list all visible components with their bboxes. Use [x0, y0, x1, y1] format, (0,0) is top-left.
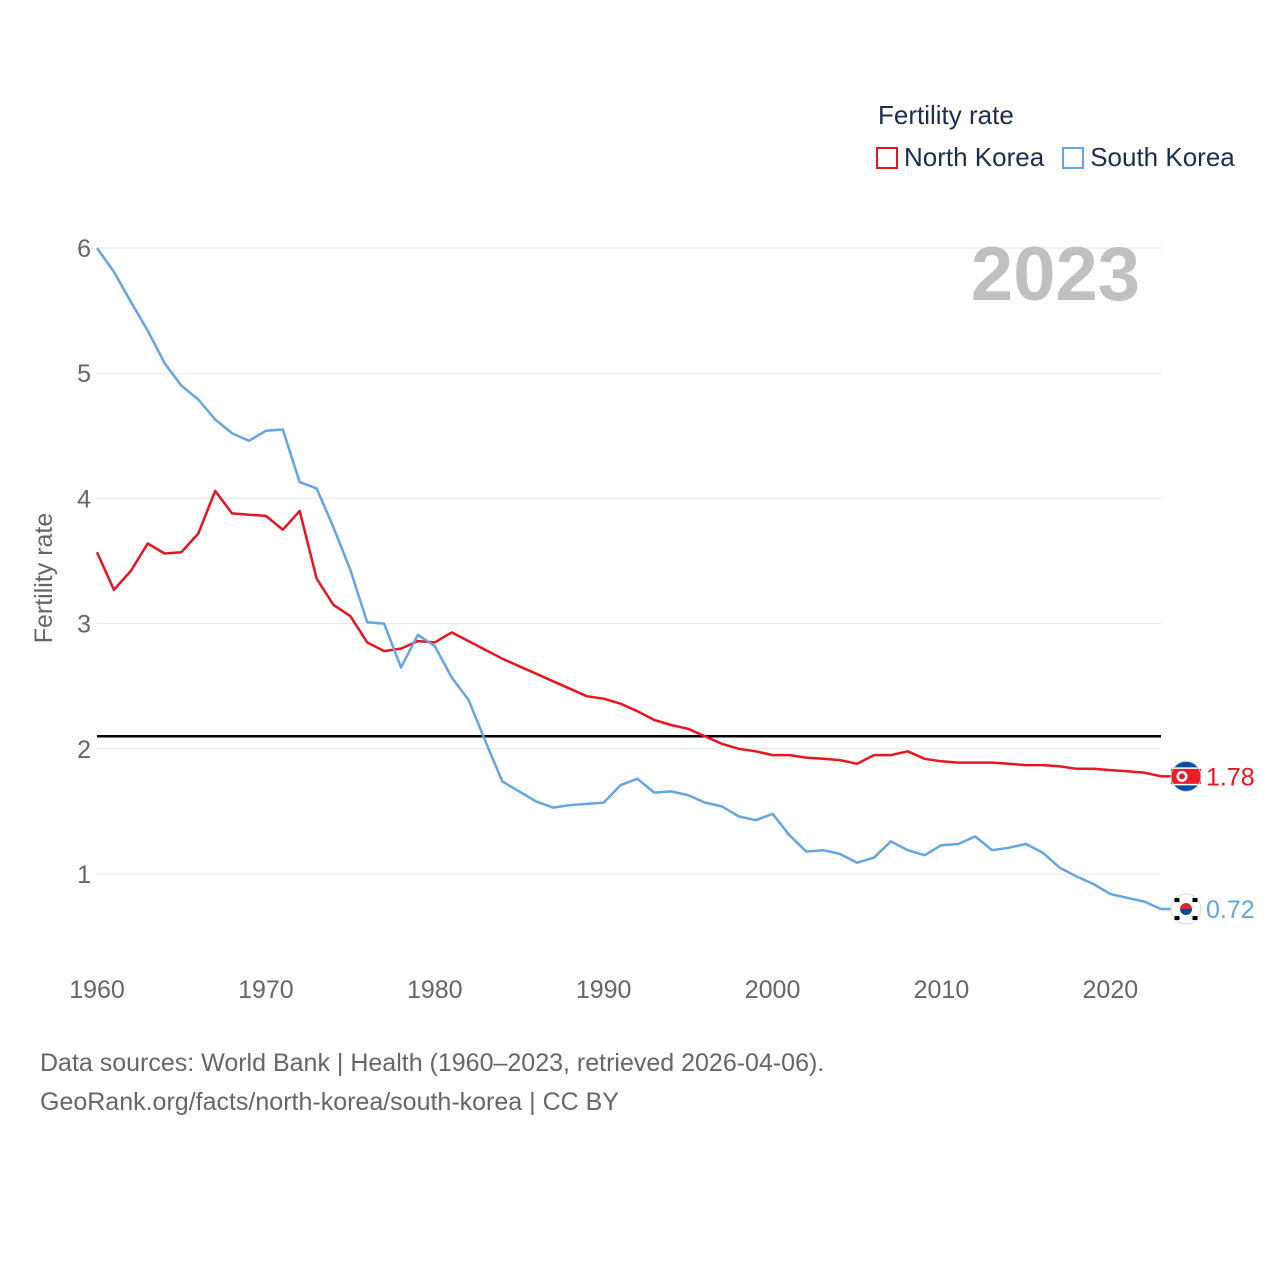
- legend: North Korea South Korea: [876, 142, 1235, 173]
- footer-sources: Data sources: World Bank | Health (1960–…: [40, 1049, 825, 1077]
- footer-attribution[interactable]: GeoRank.org/facts/north-korea/south-kore…: [40, 1088, 619, 1116]
- y-tick-label: 3: [77, 611, 91, 639]
- x-tick-label: 2000: [745, 976, 801, 1004]
- x-tick-label: 1990: [576, 976, 632, 1004]
- legend-item-north-korea[interactable]: North Korea: [876, 142, 1044, 173]
- x-tick-label: 2010: [914, 976, 970, 1004]
- x-tick-label: 1960: [69, 976, 125, 1004]
- y-axis-ticks: 1 2 3 4 5 6: [77, 235, 91, 889]
- y-tick-label: 6: [77, 235, 91, 263]
- series-line-south-korea[interactable]: [95, 247, 1162, 911]
- legend-title: Fertility rate: [878, 100, 1014, 130]
- gridlines: [97, 247, 1161, 875]
- end-value-label-south-korea: 0.72: [1206, 896, 1255, 924]
- year-watermark: 2023: [971, 232, 1140, 317]
- legend-label-south-korea: South Korea: [1090, 142, 1235, 172]
- legend-swatch-north-korea: [876, 146, 898, 169]
- x-tick-label: 1970: [238, 976, 294, 1004]
- y-axis-label: Fertility rate: [30, 513, 58, 644]
- flag-north-korea-icon: [1170, 760, 1202, 792]
- y-tick-label: 4: [77, 485, 91, 513]
- end-value-label-north-korea: 1.78: [1206, 763, 1255, 791]
- flag-south-korea-icon: [1170, 893, 1202, 925]
- y-tick-label: 2: [77, 736, 91, 764]
- y-tick-label: 1: [77, 861, 91, 889]
- x-tick-label: 2020: [1083, 976, 1139, 1004]
- series-line-north-korea[interactable]: [95, 489, 1162, 778]
- footer: Data sources: World Bank | Health (1960–…: [40, 1044, 824, 1122]
- series-end-markers: 1.78 0.72: [1161, 760, 1255, 925]
- legend-swatch-south-korea: [1062, 146, 1085, 169]
- y-tick-label: 5: [77, 360, 91, 388]
- x-axis-ticks: 1960 1970 1980 1990 2000 2010 2020: [69, 976, 1138, 1004]
- legend-item-south-korea[interactable]: South Korea: [1062, 142, 1235, 173]
- legend-label-north-korea: North Korea: [904, 142, 1045, 172]
- x-tick-label: 1980: [407, 976, 463, 1004]
- series-lines: [95, 247, 1162, 911]
